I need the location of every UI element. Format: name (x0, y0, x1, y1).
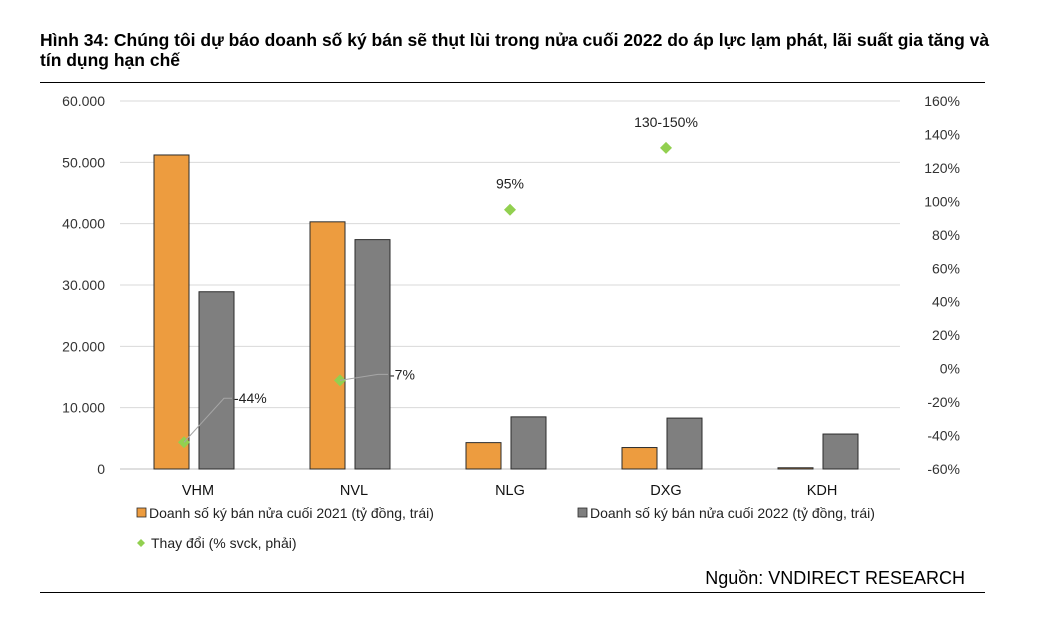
right-tick-label: 160% (924, 93, 960, 109)
right-axis-ticks: -60% -40% -20% 0% 20% 40% 60% 80% 100% 120% 140% 16… (924, 93, 960, 477)
point-label: -44% (234, 390, 267, 406)
bar-vhm-2022 (198, 291, 235, 470)
right-tick-label: -60% (927, 461, 960, 477)
change-point-nlg (504, 203, 516, 216)
right-tick-label: 80% (932, 227, 960, 243)
title-divider (40, 82, 985, 83)
category-labels: VHM NVL NLG DXG KDH (182, 483, 837, 499)
legend-swatch (577, 507, 588, 518)
point-label: -7% (390, 366, 415, 382)
bottom-divider (40, 592, 985, 593)
category-label: KDH (807, 483, 838, 499)
left-tick-label: 0 (97, 461, 105, 477)
bar-nlg-2022 (510, 416, 547, 470)
bar-kdh-2022 (822, 433, 859, 470)
legend-swatch (137, 539, 145, 547)
right-tick-label: 60% (932, 260, 960, 276)
bars (153, 154, 859, 470)
left-tick-label: 40.000 (62, 216, 105, 232)
legend-label: Thay đổi (% svck, phải) (151, 535, 297, 551)
left-tick-label: 30.000 (62, 277, 105, 293)
left-tick-label: 60.000 (62, 93, 105, 109)
legend: Doanh số ký bán nửa cuối 2021 (tỷ đồng, … (136, 505, 875, 551)
bar-kdh-2021 (777, 467, 814, 470)
right-tick-label: 100% (924, 193, 960, 209)
legend-label: Doanh số ký bán nửa cuối 2021 (tỷ đồng, … (149, 505, 434, 521)
gridlines (120, 100, 900, 470)
bar-dxg-2022 (666, 417, 703, 470)
left-axis-ticks: 0 10.000 20.000 30.000 40.000 50.000 60.000 (62, 93, 105, 477)
leader-line (339, 373, 388, 381)
category-label: VHM (182, 483, 214, 499)
legend-label: Doanh số ký bán nửa cuối 2022 (tỷ đồng, … (590, 505, 875, 521)
chart-title: Hình 34: Chúng tôi dự báo doanh số ký bá… (40, 30, 990, 70)
category-label: NVL (340, 483, 368, 499)
change-point-dxg (660, 141, 672, 154)
bar-nvl-2021 (309, 221, 346, 470)
left-tick-label: 20.000 (62, 338, 105, 354)
left-tick-label: 10.000 (62, 400, 105, 416)
point-label: 130-150% (634, 114, 698, 130)
category-label: NLG (495, 483, 525, 499)
right-tick-label: 40% (932, 294, 960, 310)
bar-nlg-2021 (465, 442, 502, 470)
legend-swatch (136, 507, 147, 518)
bar-nvl-2022 (354, 239, 391, 470)
right-tick-label: 120% (924, 160, 960, 176)
bar-vhm-2021 (153, 154, 190, 470)
leader-line (183, 397, 232, 443)
right-tick-label: -40% (927, 428, 960, 444)
point-label: 95% (496, 176, 524, 192)
right-tick-label: -20% (927, 394, 960, 410)
left-tick-label: 50.000 (62, 154, 105, 170)
right-tick-label: 0% (940, 361, 960, 377)
category-label: DXG (650, 483, 681, 499)
bar-dxg-2021 (621, 447, 658, 470)
right-tick-label: 140% (924, 126, 960, 142)
source-note: Nguồn: VNDIRECT RESEARCH (705, 568, 965, 588)
right-tick-label: 20% (932, 327, 960, 343)
change-points: -44% -7% 95% 130-150% (178, 114, 698, 449)
